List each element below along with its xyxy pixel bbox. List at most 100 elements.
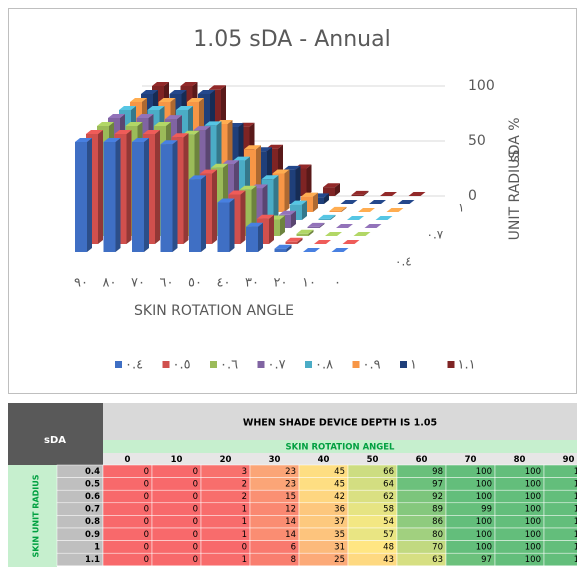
bar-top bbox=[301, 192, 318, 197]
bar-top bbox=[165, 115, 182, 120]
bar-side bbox=[201, 175, 206, 252]
bar-side bbox=[240, 190, 246, 244]
bar-top bbox=[160, 140, 178, 145]
cell-value: 31 bbox=[334, 542, 345, 552]
bar-front bbox=[189, 179, 201, 252]
cell-value: 86 bbox=[432, 517, 443, 527]
cell-value: 0 bbox=[144, 555, 149, 565]
cell-value: 97 bbox=[432, 479, 443, 489]
cell-value: 100 bbox=[525, 492, 541, 502]
cell-value: 0 bbox=[193, 542, 198, 552]
cell-value: 6 bbox=[291, 542, 296, 552]
cell-value: 100 bbox=[574, 505, 577, 515]
bar-side bbox=[258, 222, 263, 252]
column-header: 80 bbox=[514, 455, 526, 465]
cell-value: 45 bbox=[334, 467, 345, 477]
bar-side bbox=[269, 214, 274, 244]
column-header: 40 bbox=[318, 455, 330, 465]
bar-top bbox=[303, 248, 320, 252]
column-header: 60 bbox=[416, 455, 428, 465]
bar-front bbox=[351, 194, 364, 196]
bar-top bbox=[187, 98, 204, 102]
bar-front bbox=[160, 144, 173, 252]
legend-label: ٠.٩ bbox=[363, 358, 381, 373]
bar-top bbox=[97, 122, 114, 126]
bar-front bbox=[323, 187, 335, 196]
row-group-band bbox=[8, 465, 57, 567]
cell-value: 1 bbox=[242, 505, 247, 515]
cell-value: 1 bbox=[242, 530, 247, 540]
bar bbox=[285, 237, 303, 244]
cell-value: 15 bbox=[285, 492, 296, 502]
bar-top bbox=[318, 214, 336, 219]
cell-value: 100 bbox=[476, 492, 492, 502]
legend-label: ٠.٥ bbox=[173, 358, 191, 373]
bar-front bbox=[274, 248, 287, 252]
cell-value: 97 bbox=[481, 555, 492, 565]
bar bbox=[342, 240, 360, 244]
cell-value: 42 bbox=[334, 492, 345, 502]
legend-marker bbox=[447, 361, 455, 368]
bar-top bbox=[329, 206, 347, 211]
bar-side bbox=[284, 169, 290, 212]
column-header: 0 bbox=[125, 455, 131, 465]
bar bbox=[380, 192, 397, 196]
row-label: 0.8 bbox=[85, 517, 100, 527]
bar bbox=[103, 138, 121, 252]
bar-top bbox=[86, 130, 103, 134]
bar-top bbox=[114, 130, 132, 134]
bar bbox=[314, 240, 331, 244]
bar-top bbox=[244, 145, 261, 150]
cell-value: 8 bbox=[291, 555, 296, 565]
cell-value: 0 bbox=[193, 492, 198, 502]
cell-value: 100 bbox=[476, 467, 492, 477]
cell-value: 100 bbox=[476, 517, 492, 527]
bar-top bbox=[397, 200, 415, 204]
bar bbox=[347, 216, 364, 220]
bar-top bbox=[176, 106, 193, 110]
cell-value: 37 bbox=[334, 517, 345, 527]
bar-top bbox=[257, 214, 274, 219]
cell-value: 100 bbox=[525, 542, 541, 552]
bar-top bbox=[279, 210, 296, 215]
column-header: 20 bbox=[220, 455, 232, 465]
cell-value: 100 bbox=[525, 530, 541, 540]
bar-side bbox=[98, 130, 103, 244]
bar-top bbox=[193, 126, 211, 131]
cell-value: 0 bbox=[193, 555, 198, 565]
bar-front bbox=[329, 210, 342, 212]
cell-value: 100 bbox=[476, 542, 492, 552]
bar-side bbox=[306, 164, 312, 196]
bar bbox=[303, 248, 320, 252]
legend-marker bbox=[352, 361, 360, 368]
bar bbox=[307, 222, 325, 228]
bar bbox=[160, 140, 178, 252]
legend-marker bbox=[257, 361, 265, 368]
x-tick-label: ٧٠ bbox=[131, 276, 145, 291]
cell-value: 100 bbox=[574, 467, 577, 477]
bar-top bbox=[364, 224, 382, 228]
bar-front bbox=[246, 226, 258, 252]
bar-top bbox=[347, 216, 364, 220]
bar-top bbox=[340, 200, 358, 204]
cell-value: 89 bbox=[432, 505, 443, 515]
bar-front bbox=[318, 218, 331, 220]
bar-side bbox=[324, 193, 329, 204]
bar bbox=[318, 214, 336, 220]
bar-top bbox=[189, 175, 206, 180]
cell-value: 100 bbox=[525, 555, 541, 565]
cell-value: 25 bbox=[334, 555, 345, 565]
cell-value: 100 bbox=[574, 555, 577, 565]
legend-label: ١ bbox=[410, 358, 417, 373]
bar bbox=[329, 206, 347, 212]
bar-top bbox=[103, 138, 121, 142]
bar-top bbox=[222, 160, 239, 165]
x-tick-label: ٦٠ bbox=[160, 276, 174, 291]
column-header: 50 bbox=[367, 455, 379, 465]
bar-side bbox=[297, 237, 303, 244]
x-axis-title: SKIN ROTATION ANGLE bbox=[134, 303, 294, 319]
z-tick-label: ٠.٧ bbox=[427, 228, 444, 242]
column-header: 90 bbox=[563, 455, 575, 465]
bar-top bbox=[130, 98, 147, 102]
cell-value: 0 bbox=[144, 479, 149, 489]
